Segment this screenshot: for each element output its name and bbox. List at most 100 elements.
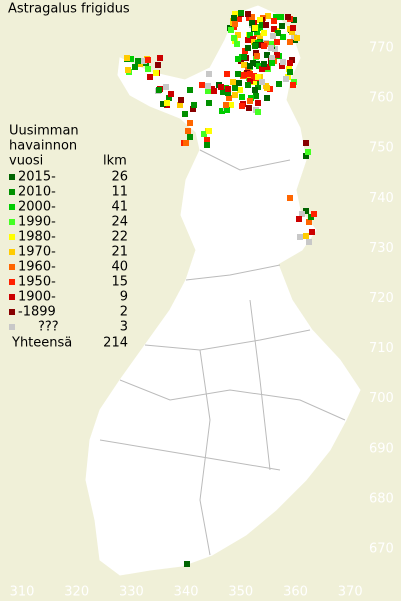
east-label: 330 <box>119 585 144 600</box>
observation-square <box>235 32 241 38</box>
observation-square <box>274 39 280 45</box>
observation-square <box>305 149 311 155</box>
observation-square <box>224 71 230 77</box>
observation-square <box>201 131 207 137</box>
observation-square <box>199 82 205 88</box>
observation-square <box>124 55 130 61</box>
observation-square <box>241 62 247 68</box>
legend-heading: vuosi <box>9 154 43 169</box>
observation-square <box>238 10 244 16</box>
observation-square <box>264 95 270 101</box>
observation-square <box>160 101 166 107</box>
observation-square <box>270 33 276 39</box>
legend-count: 15 <box>111 275 128 290</box>
observation-square <box>205 83 211 89</box>
legend-count: 3 <box>120 320 128 335</box>
legend-count: 2 <box>120 305 128 320</box>
observation-squares <box>124 10 317 567</box>
observation-square <box>271 26 277 32</box>
total-count: 214 <box>103 336 128 351</box>
observation-square <box>163 84 169 90</box>
observation-square <box>191 102 197 108</box>
observation-square <box>223 102 229 108</box>
observation-square <box>231 35 237 41</box>
observation-square <box>187 134 193 140</box>
observation-square <box>303 233 309 239</box>
observation-square <box>145 66 151 72</box>
observation-square <box>303 140 309 146</box>
observation-square <box>235 71 241 77</box>
observation-square <box>187 120 193 126</box>
observation-square <box>285 14 291 20</box>
observation-square <box>287 69 293 75</box>
legend-count: 21 <box>111 245 128 260</box>
legend-swatch <box>9 279 15 285</box>
east-label: 320 <box>64 585 89 600</box>
observation-square <box>251 79 257 85</box>
observation-square <box>279 63 285 69</box>
legend-heading: havainnon <box>9 139 77 154</box>
observation-square <box>296 216 302 222</box>
legend-swatch <box>9 189 15 195</box>
observation-square <box>309 229 315 235</box>
observation-square <box>252 43 258 49</box>
legend-count: 41 <box>111 200 128 215</box>
observation-square <box>255 74 261 80</box>
observation-square <box>247 71 253 77</box>
observation-square <box>147 74 153 80</box>
observation-square <box>274 52 280 58</box>
north-label: 720 <box>369 291 394 306</box>
north-label: 680 <box>369 491 394 506</box>
legend-swatch <box>9 249 15 255</box>
east-label: 360 <box>283 585 308 600</box>
observation-square <box>184 561 190 567</box>
observation-square <box>269 60 275 66</box>
north-label: 740 <box>369 191 394 206</box>
observation-square <box>185 128 191 134</box>
total-label: Yhteensä <box>11 336 72 351</box>
observation-square <box>263 83 269 89</box>
observation-square <box>268 45 274 51</box>
observation-square <box>153 70 159 76</box>
observation-square <box>218 84 224 90</box>
north-label: 760 <box>369 91 394 106</box>
observation-square <box>226 95 232 101</box>
observation-square <box>279 23 285 29</box>
observation-square <box>247 32 253 38</box>
observation-square <box>182 111 188 117</box>
legend-label: 1990- <box>18 215 56 230</box>
observation-square <box>232 11 238 17</box>
legend-swatch <box>9 219 15 225</box>
east-label: 310 <box>10 585 35 600</box>
observation-square <box>239 103 245 109</box>
legend-label: 2015- <box>18 170 56 185</box>
observation-square <box>289 29 295 35</box>
observation-square <box>239 94 245 100</box>
observation-square <box>245 37 251 43</box>
observation-square <box>187 87 193 93</box>
observation-square <box>280 59 286 65</box>
observation-square <box>287 39 293 45</box>
observation-square <box>125 67 131 73</box>
observation-square <box>265 13 271 19</box>
observation-square <box>224 107 230 113</box>
legend-label: 1950- <box>18 275 56 290</box>
legend-swatch <box>9 234 15 240</box>
legend-swatch <box>9 324 15 330</box>
observation-square <box>183 140 189 146</box>
observation-square <box>236 16 242 22</box>
observation-square <box>246 105 252 111</box>
observation-square <box>237 87 243 93</box>
observation-square <box>261 43 267 49</box>
title: Astragalus frigidus <box>8 2 130 17</box>
legend-count: 24 <box>111 215 128 230</box>
observation-square <box>177 102 183 108</box>
observation-square <box>275 30 281 36</box>
legend-label: 2010- <box>18 185 56 200</box>
legend-count: 40 <box>111 260 128 275</box>
north-label: 690 <box>369 441 394 456</box>
legend-label: -1899 <box>18 305 56 320</box>
observation-square <box>230 79 236 85</box>
count-heading: lkm <box>103 154 127 169</box>
